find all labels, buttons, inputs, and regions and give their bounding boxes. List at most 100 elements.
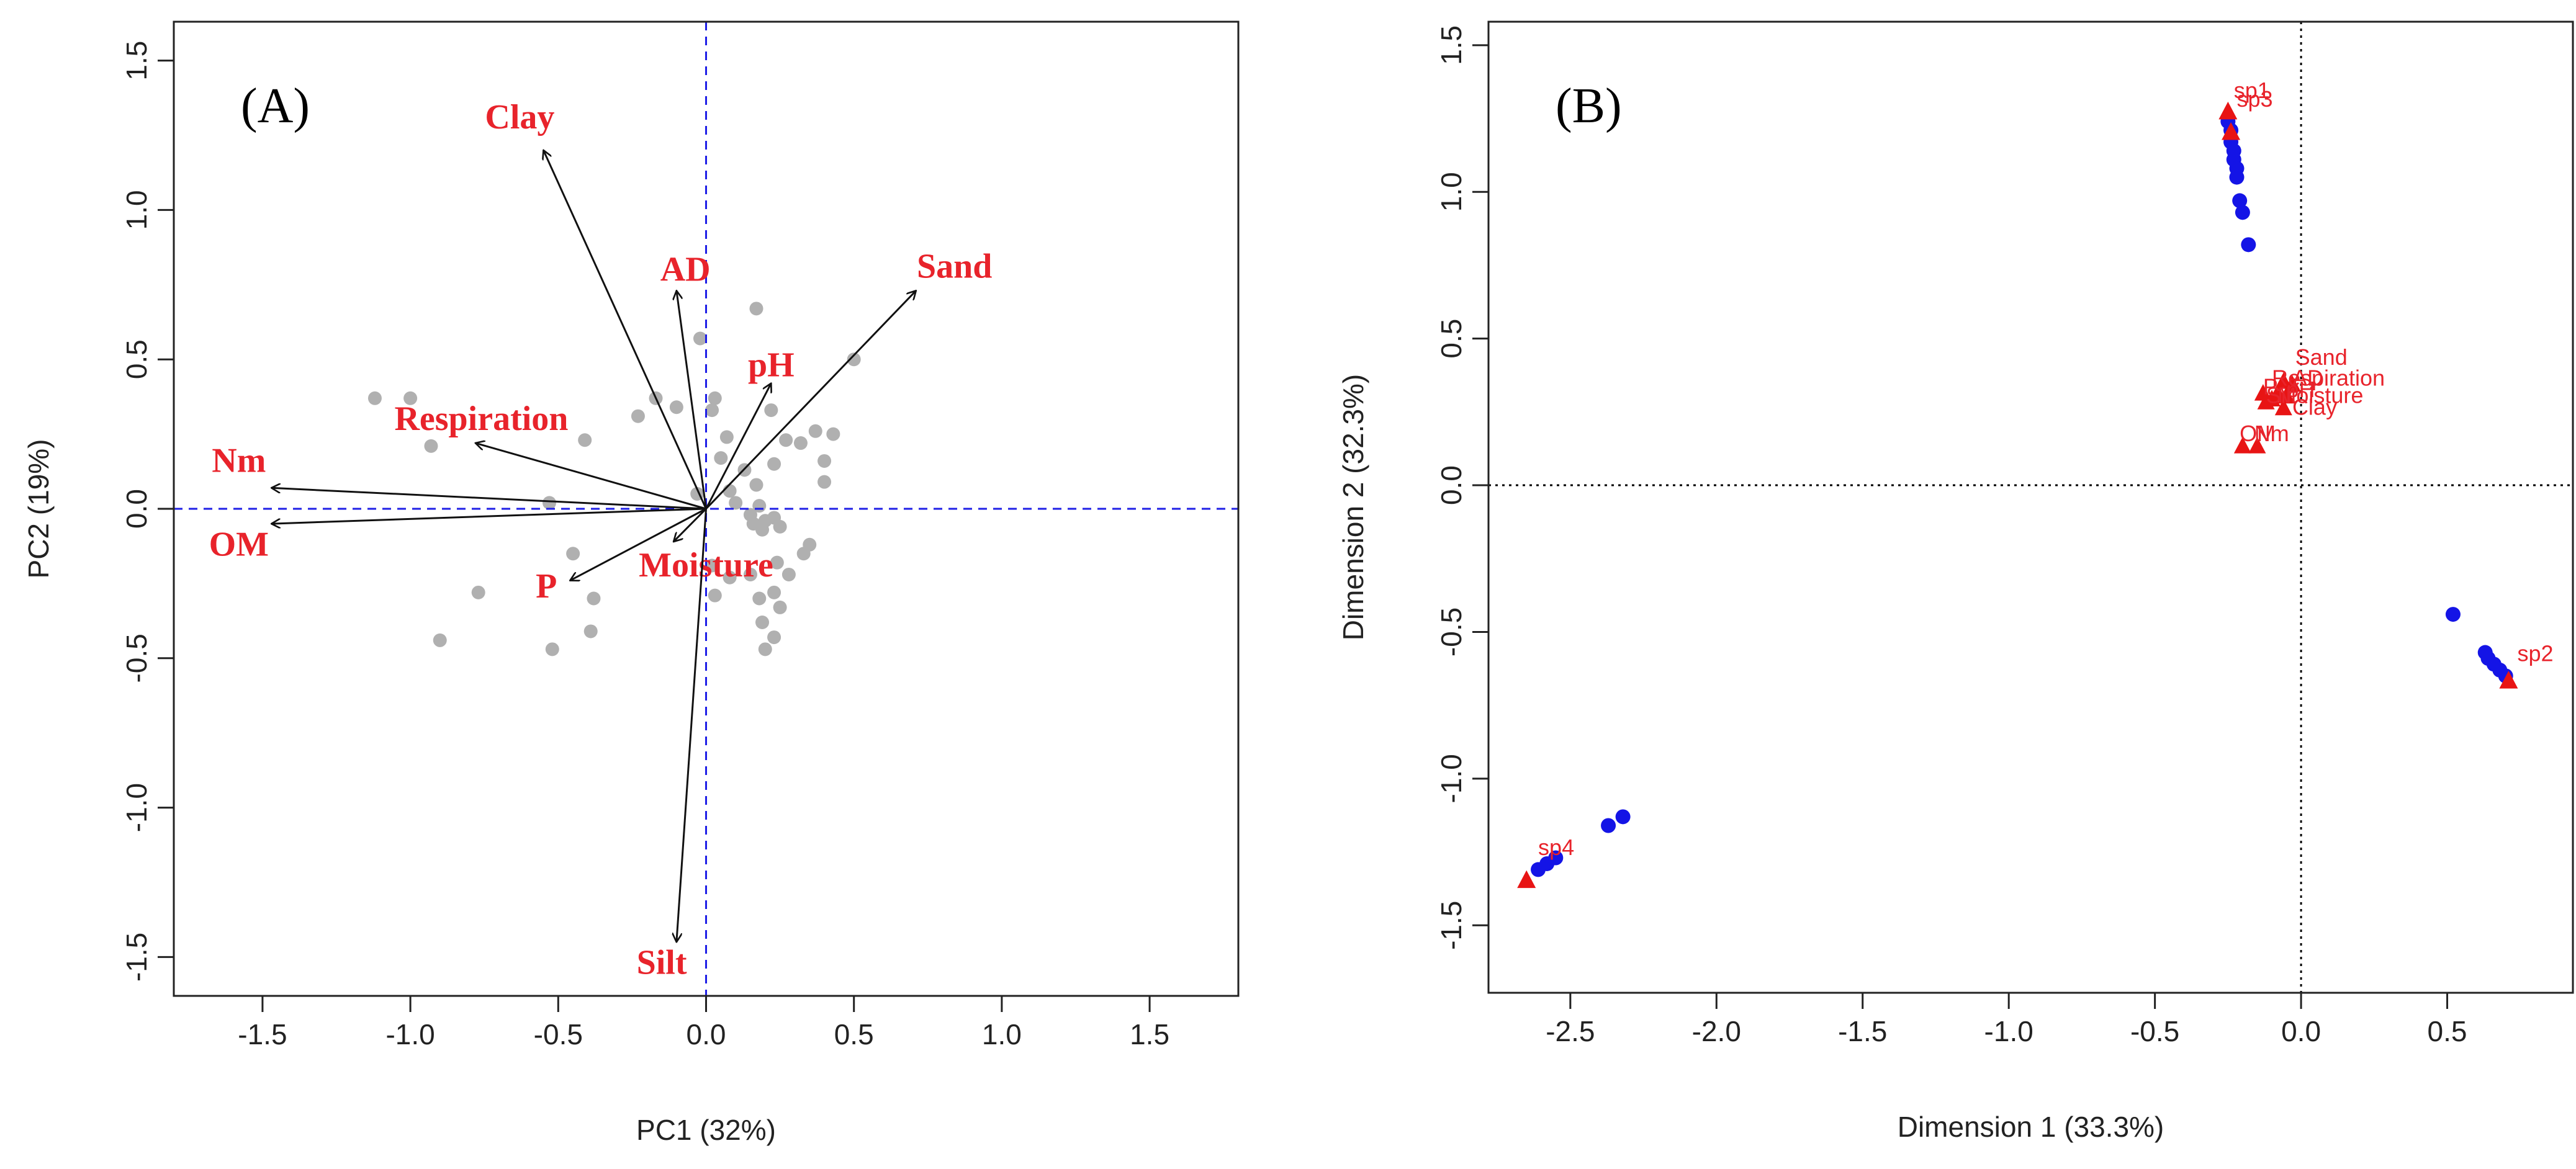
score-point xyxy=(578,433,592,447)
panel-a-y-tick-label: 1.0 xyxy=(120,190,153,230)
species-marker-sp2 xyxy=(2499,671,2518,689)
score-point xyxy=(693,331,707,346)
score-point xyxy=(817,475,832,489)
panel-b-y-tick-label: -0.5 xyxy=(1435,607,1467,656)
loading-arrow-ad xyxy=(677,290,707,509)
variable-marker-silt xyxy=(2257,393,2275,410)
sample-point xyxy=(2229,169,2245,185)
loading-label-nm: Nm xyxy=(212,442,266,480)
score-point xyxy=(779,433,793,447)
score-point xyxy=(433,633,447,647)
panel-a-x-tick-label: 1.0 xyxy=(982,1018,1022,1050)
loading-label-ad: AD xyxy=(660,250,711,289)
panel-b-y-tick-label: 1.0 xyxy=(1435,172,1467,212)
sample-point xyxy=(1531,862,1546,877)
variable-label-silt: Silt xyxy=(2266,383,2297,408)
panel-b-panel-label: (B) xyxy=(1556,79,1622,133)
species-label-sp4: sp4 xyxy=(1538,835,1574,860)
variable-marker-nm xyxy=(2248,437,2266,454)
panel-a-y-tick-label: -1.5 xyxy=(120,933,153,982)
variable-label-om: OM xyxy=(2240,421,2276,446)
score-point xyxy=(752,499,767,513)
score-point xyxy=(714,451,728,465)
panel-a-x-tick-label: -0.5 xyxy=(534,1018,583,1050)
panel-a-x-tick-label: 1.5 xyxy=(1130,1018,1169,1050)
panel-b-x-tick-label: -0.5 xyxy=(2130,1015,2179,1047)
score-point xyxy=(743,567,757,581)
panel-b-x-axis-title: Dimension 1 (33.3%) xyxy=(1898,1111,2164,1143)
species-marker-sp1 xyxy=(2218,101,2238,120)
species-label-sp1: sp1 xyxy=(2234,78,2270,103)
species-label-sp3: sp3 xyxy=(2236,86,2272,112)
score-point xyxy=(847,352,861,367)
panel-a-panel-label: (A) xyxy=(241,79,310,133)
panel-b-x-tick-label: -2.0 xyxy=(1692,1015,1741,1047)
panel-a-y-tick-label: 0.5 xyxy=(120,339,153,379)
panel-b-x-tick-label: -1.0 xyxy=(1984,1015,2033,1047)
panel-b-y-axis-title: Dimension 2 (32.3%) xyxy=(1337,374,1369,641)
score-point xyxy=(767,585,781,599)
loading-label-moisture: Moisture xyxy=(639,546,773,584)
score-point xyxy=(729,496,743,510)
score-point xyxy=(773,600,787,614)
loading-arrow-ph xyxy=(705,383,772,509)
score-point xyxy=(793,436,808,450)
variable-label-ph: pH xyxy=(2287,377,2315,402)
score-point xyxy=(817,454,832,468)
variable-label-p: P xyxy=(2263,374,2278,399)
sample-point xyxy=(2241,237,2256,253)
variable-label-ad: AD xyxy=(2292,365,2323,390)
loading-arrow-silt xyxy=(677,508,707,942)
loading-arrow-nm xyxy=(271,488,706,510)
loading-arrow-sand xyxy=(705,290,916,510)
score-point xyxy=(826,427,840,441)
species-marker-sp3 xyxy=(2222,122,2241,140)
panel-b-y-tick-label: -1.5 xyxy=(1435,901,1467,950)
sample-point xyxy=(1601,818,1616,833)
loading-arrow-clay xyxy=(543,150,707,509)
variable-label-moisture: Moisture xyxy=(2277,383,2363,408)
panel-b-y-tick-label: 0.0 xyxy=(1435,465,1467,505)
species-marker-sp4 xyxy=(1517,870,1536,889)
score-point xyxy=(543,496,557,510)
variable-label-clay: Clay xyxy=(2292,395,2337,420)
sample-point xyxy=(2235,205,2250,220)
score-point xyxy=(587,591,601,606)
score-point xyxy=(705,403,719,418)
score-point xyxy=(631,409,645,423)
score-point xyxy=(767,630,781,645)
panel-a-y-tick-label: 1.5 xyxy=(120,41,153,81)
score-point xyxy=(752,591,767,606)
panel-a: Clay AD Sand pH Respiration Nm OM P Moisture Silt… xyxy=(22,20,1240,1146)
score-point xyxy=(719,430,734,444)
score-point xyxy=(708,588,722,602)
score-point xyxy=(781,567,796,581)
loading-label-sand: Sand xyxy=(917,248,992,286)
sample-point xyxy=(1615,809,1631,825)
panel-a-y-tick-label: -1.0 xyxy=(120,783,153,832)
species-label-sp2: sp2 xyxy=(2518,641,2554,666)
panel-b-plot-frame xyxy=(1487,20,2574,994)
loading-label-p: P xyxy=(536,567,557,606)
panel-a-y-tick-label: -0.5 xyxy=(120,634,153,683)
panel-b-x-tick-label: 0.0 xyxy=(2281,1015,2321,1047)
score-point xyxy=(767,457,781,471)
panel-a-x-tick-label: -1.5 xyxy=(238,1018,287,1050)
loading-arrow-om xyxy=(271,508,706,524)
panel-a-x-tick-label: -1.0 xyxy=(385,1018,435,1050)
score-point xyxy=(705,558,719,573)
score-point xyxy=(367,391,382,405)
panel-a-x-axis-title: PC1 (32%) xyxy=(636,1114,776,1146)
score-point xyxy=(545,642,559,656)
sample-point xyxy=(2445,607,2461,622)
loading-arrow-p xyxy=(570,508,707,581)
loading-label-silt: Silt xyxy=(637,944,687,982)
score-point xyxy=(424,439,438,453)
score-point xyxy=(566,547,580,561)
score-point xyxy=(403,391,418,405)
variable-marker-clay xyxy=(2274,398,2292,416)
panel-a-y-axis-title: PC2 (19%) xyxy=(22,439,55,579)
